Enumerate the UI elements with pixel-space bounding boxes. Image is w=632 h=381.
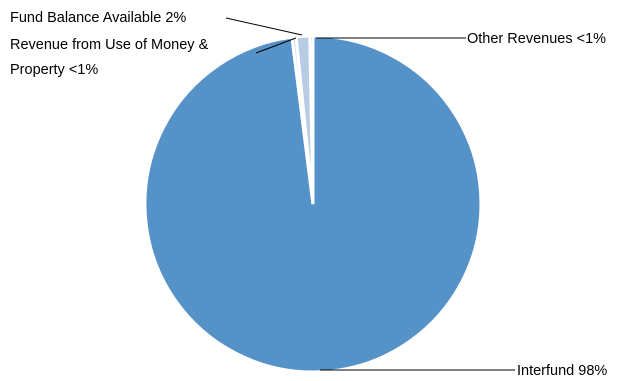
label-other-revenues: Other Revenues <1% [467,31,606,47]
pie-slices [143,34,483,374]
label-fund-balance: Fund Balance Available 2% [10,10,186,26]
label-use-of-money-line2: Property <1% [10,62,98,78]
label-use-of-money-line1: Revenue from Use of Money & [10,37,209,53]
label-interfund: Interfund 98% [517,363,607,379]
leader-line-use-of-money [255,37,297,54]
pie-slice-other-revenues [308,34,315,205]
leader-line-fund-balance [225,17,303,36]
